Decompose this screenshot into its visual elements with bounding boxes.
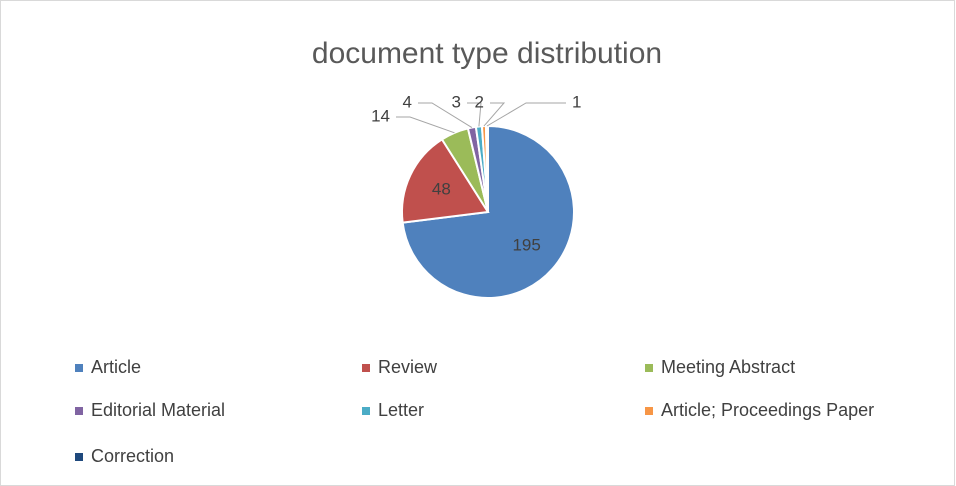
legend-label: Review bbox=[378, 357, 438, 377]
data-label: 2 bbox=[475, 92, 484, 111]
legend-label: Article; Proceedings Paper bbox=[661, 400, 874, 420]
data-label: 14 bbox=[371, 106, 390, 125]
leader-line bbox=[486, 102, 566, 127]
leader-line bbox=[467, 102, 482, 127]
chart-title: document type distribution bbox=[312, 37, 662, 70]
legend-label: Article bbox=[91, 357, 141, 377]
legend-label: Letter bbox=[378, 400, 424, 420]
data-label: 1 bbox=[572, 92, 581, 111]
legend-marker bbox=[75, 364, 83, 372]
legend-label: Meeting Abstract bbox=[661, 357, 795, 377]
pie-slice bbox=[484, 124, 489, 213]
leader-line bbox=[396, 116, 455, 134]
legend-marker bbox=[645, 407, 653, 415]
pie-slice bbox=[401, 137, 490, 224]
legend-marker bbox=[75, 407, 83, 415]
legend-marker bbox=[75, 453, 83, 461]
legend-marker bbox=[362, 407, 370, 415]
legend-marker bbox=[362, 364, 370, 372]
data-label: 3 bbox=[452, 92, 461, 111]
data-label: 4 bbox=[403, 92, 412, 111]
legend-label: Editorial Material bbox=[91, 400, 225, 420]
leader-line bbox=[418, 102, 473, 128]
leader-line bbox=[483, 102, 506, 127]
legend-marker bbox=[645, 364, 653, 372]
data-label: 195 bbox=[512, 236, 540, 255]
data-label: 48 bbox=[432, 179, 451, 198]
legend-label: Correction bbox=[91, 446, 174, 466]
